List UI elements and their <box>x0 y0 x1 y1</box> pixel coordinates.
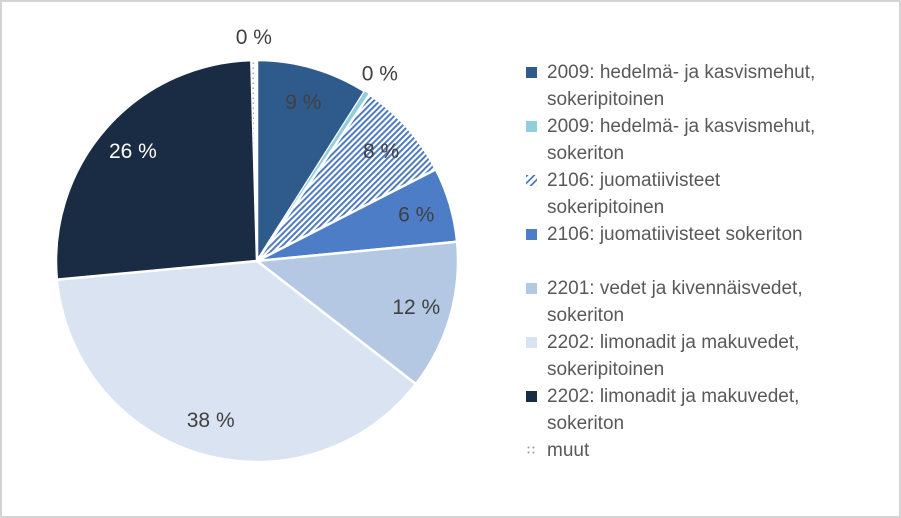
pie-slice-label-5: 38 % <box>187 409 235 432</box>
pie-slice-label-1: 0 % <box>362 63 398 86</box>
legend-swatch-6 <box>526 391 537 402</box>
legend-swatch-1 <box>526 121 537 132</box>
legend-item-3[interactable]: 2106: juomatiivisteet sokeriton <box>526 221 836 248</box>
legend-label-4: 2201: vedet ja kivennäisvedet, sokeriton <box>547 278 803 326</box>
legend-item-0[interactable]: 2009: hedelmä- ja kasvismehut, sokeripito… <box>526 59 836 113</box>
legend-label-3: 2106: juomatiivisteet sokeriton <box>547 224 803 245</box>
pie-slice-label-7: 0 % <box>236 26 272 49</box>
legend-label-1: 2009: hedelmä- ja kasvismehut, sokeriton <box>547 116 816 164</box>
legend-swatch-4 <box>526 283 537 294</box>
pie-slice-7[interactable] <box>251 60 257 261</box>
legend-label-6: 2202: limonadit ja makuvedet, sokeriton <box>547 386 800 434</box>
pie-slice-5[interactable] <box>55 259 418 464</box>
pie-chart: 9 % 0 % 8 % 6 % 12 % 38 % 26 % 0 % <box>54 26 460 464</box>
legend-item-2[interactable]: 2106: juomatiivisteet sokeripitoinen <box>526 167 836 221</box>
pie-slice-0[interactable] <box>255 58 367 263</box>
legend-item-4[interactable]: 2201: vedet ja kivennäisvedet, sokeriton <box>526 275 836 329</box>
legend-swatch-2 <box>526 175 537 186</box>
pie-slice-label-2: 8 % <box>363 140 399 163</box>
legend-label-5: 2202: limonadit ja makuvedet, sokeripitoi… <box>547 332 800 380</box>
pie-slice-label-0: 9 % <box>285 91 321 114</box>
legend-swatch-3 <box>526 229 537 240</box>
pie-slice-label-6: 26 % <box>109 140 157 163</box>
legend-label-2: 2106: juomatiivisteet sokeripitoinen <box>547 170 721 218</box>
pie-slice-label-3: 6 % <box>398 203 434 226</box>
legend-swatch-7 <box>526 445 537 456</box>
pie-slice-4[interactable] <box>255 240 460 386</box>
legend-item-5[interactable]: 2202: limonadit ja makuvedet, sokeripitoi… <box>526 329 836 383</box>
legend-swatch-5 <box>526 337 537 348</box>
legend-label-0: 2009: hedelmä- ja kasvismehut, sokeripito… <box>547 62 816 110</box>
legend-item-1[interactable]: 2009: hedelmä- ja kasvismehut, sokeriton <box>526 113 836 167</box>
pie-slice-6[interactable] <box>54 58 259 281</box>
pie-slice-label-4: 12 % <box>392 296 440 319</box>
legend-item-6[interactable]: 2202: limonadit ja makuvedet, sokeriton <box>526 383 836 437</box>
legend-swatch-0 <box>526 67 537 78</box>
chart-legend: 2009: hedelmä- ja kasvismehut, sokeripito… <box>526 59 836 464</box>
legend-label-7: muut <box>547 440 590 461</box>
legend-item-7[interactable]: muut <box>526 437 836 464</box>
pie-slice-2[interactable] <box>255 93 438 263</box>
